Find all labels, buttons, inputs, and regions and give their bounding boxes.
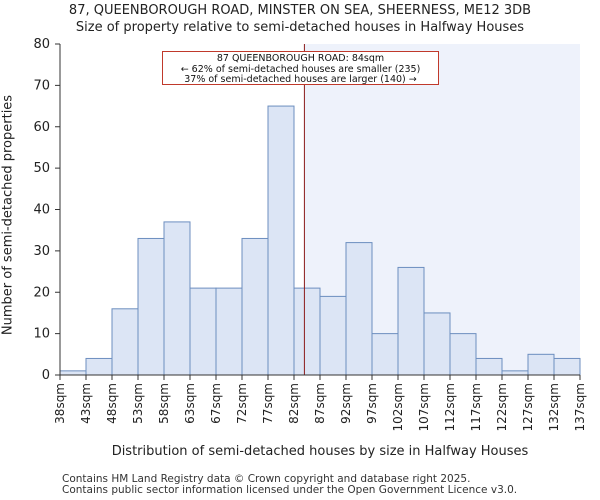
x-tick-label: 43sqm — [79, 383, 93, 424]
histogram-bar — [319, 295, 347, 376]
histogram-bar — [527, 353, 555, 376]
x-tick-label: 97sqm — [365, 383, 379, 424]
histogram-bar — [163, 221, 191, 376]
y-tick-label: 70 — [33, 78, 50, 93]
chart-title: Size of property relative to semi-detach… — [75, 20, 525, 35]
x-tick-label: 67sqm — [209, 383, 223, 424]
y-tick-label: 20 — [33, 285, 50, 300]
y-tick-label: 80 — [33, 37, 50, 52]
annotation-line-2: ← 62% of semi-detached houses are smalle… — [180, 63, 421, 75]
x-tick-label: 72sqm — [235, 383, 249, 424]
x-axis-label: Distribution of semi-detached houses by … — [111, 444, 529, 459]
annotation-line-3: 37% of semi-detached houses are larger (… — [184, 74, 417, 85]
footer-copyright: Contains HM Land Registry data © Crown c… — [62, 473, 471, 485]
histogram-bar — [267, 105, 295, 376]
histogram-bar — [397, 266, 425, 376]
y-tick-label: 40 — [33, 203, 50, 218]
histogram-bar — [59, 370, 87, 376]
x-tick-label: 127sqm — [521, 383, 535, 431]
histogram-bar — [423, 312, 451, 376]
histogram-bar — [241, 237, 269, 376]
histogram-bar — [137, 237, 165, 376]
y-tick-label: 30 — [33, 244, 50, 259]
marker-annotation-box: 87 QUEENBOROUGH ROAD: 84sqm ← 62% of sem… — [162, 51, 439, 85]
x-tick-label: 92sqm — [339, 383, 353, 424]
x-tick-label: 132sqm — [547, 383, 561, 431]
y-tick-label: 0 — [42, 368, 50, 383]
x-tick-label: 82sqm — [287, 383, 301, 424]
x-tick-label: 107sqm — [417, 383, 431, 431]
x-tick-label: 38sqm — [53, 383, 67, 424]
histogram-bar — [189, 287, 217, 376]
histogram-bar — [501, 370, 529, 376]
histogram-bar — [371, 333, 399, 376]
histogram-bar — [345, 242, 373, 376]
x-tick-label: 137sqm — [573, 383, 587, 431]
x-tick-label: 87sqm — [313, 383, 327, 424]
footer-licence: Contains public sector information licen… — [62, 484, 518, 496]
x-tick-label: 58sqm — [157, 383, 171, 424]
histogram-bar — [449, 333, 477, 376]
x-tick-label: 63sqm — [183, 383, 197, 424]
chart-title-address: 87, QUEENBOROUGH ROAD, MINSTER ON SEA, S… — [68, 3, 532, 18]
x-tick-label: 48sqm — [105, 383, 119, 424]
histogram-bar — [293, 287, 321, 376]
x-tick-label: 53sqm — [131, 383, 145, 424]
x-tick-label: 102sqm — [391, 383, 405, 431]
y-tick-label: 60 — [33, 120, 50, 135]
y-tick-label: 10 — [33, 327, 50, 342]
x-tick-label: 122sqm — [495, 383, 509, 431]
y-tick-label: 50 — [33, 161, 50, 176]
histogram-bar — [111, 308, 139, 376]
x-tick-label: 77sqm — [261, 383, 275, 424]
histogram-bar — [475, 357, 503, 376]
y-axis-label: Number of semi-detached properties — [0, 94, 16, 336]
annotation-line-1: 87 QUEENBOROUGH ROAD: 84sqm — [216, 53, 385, 64]
x-tick-label: 117sqm — [469, 383, 483, 431]
x-tick-label: 112sqm — [443, 383, 457, 431]
histogram-bar — [553, 357, 581, 376]
histogram-bar — [85, 357, 113, 376]
histogram-bar — [215, 287, 243, 376]
